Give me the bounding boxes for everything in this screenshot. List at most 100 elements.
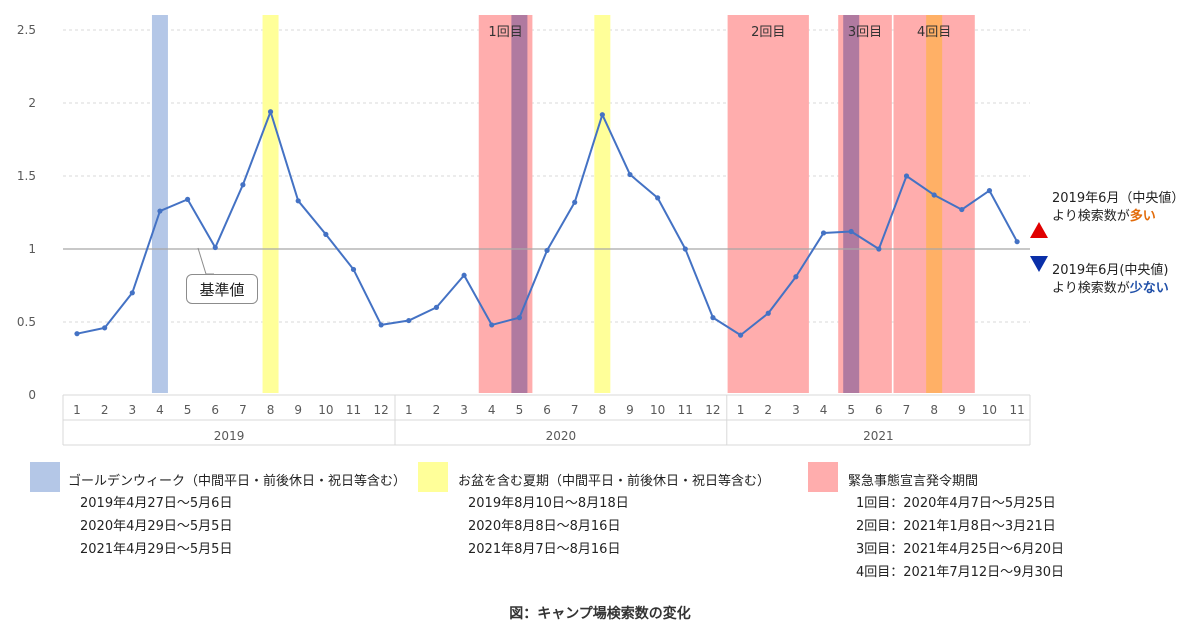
x-tick-label: 10 <box>650 403 665 417</box>
legend-gw-line: 2021年4月29日〜5月5日 <box>80 542 233 557</box>
y-tick-label: 0.5 <box>17 315 36 329</box>
note-less-highlight: 少ない <box>1129 281 1169 296</box>
data-point <box>986 188 993 194</box>
data-point <box>378 322 384 328</box>
x-tick-label: 2 <box>764 403 772 417</box>
x-year-label: 2019 <box>214 429 245 443</box>
data-point <box>157 208 163 214</box>
data-point <box>129 290 135 296</box>
x-tick-label: 9 <box>958 403 966 417</box>
legend-gw-line: 2019年4月27日〜5月6日 <box>80 496 233 511</box>
note-more-highlight: 多い <box>1129 209 1156 224</box>
x-year-label: 2021 <box>863 429 894 443</box>
data-point <box>710 315 716 321</box>
data-point <box>433 304 440 310</box>
legend-obon-line: 2019年8月10日〜8月18日 <box>468 496 629 511</box>
note-more-line1: 2019年6月（中央値） <box>1052 191 1185 206</box>
x-tick-label: 4 <box>156 403 164 417</box>
x-tick-label: 3 <box>128 403 136 417</box>
y-tick-label: 0 <box>28 388 36 402</box>
note-less-line2: より検索数が少ない <box>1052 280 1169 298</box>
triangle-down-icon <box>1030 256 1048 272</box>
data-point <box>544 247 550 254</box>
x-tick-label: 1 <box>73 403 81 417</box>
band-obon <box>926 15 943 393</box>
baseline-label: 基準値 <box>199 281 245 299</box>
data-point <box>655 195 661 201</box>
x-tick-label: 7 <box>903 403 911 417</box>
x-tick-label: 7 <box>571 403 579 417</box>
x-tick-label: 8 <box>930 403 938 417</box>
data-point <box>74 331 80 337</box>
x-tick-label: 12 <box>705 403 720 417</box>
x-tick-label: 10 <box>982 403 997 417</box>
data-point <box>599 112 605 118</box>
legend-emergency-line: 1回目：2020年4月7日〜5月25日 <box>856 496 1056 511</box>
data-point <box>516 315 523 321</box>
y-tick-label: 1.5 <box>17 169 36 183</box>
data-point <box>461 272 467 278</box>
callout-pointer <box>197 247 214 275</box>
legend-gw-title: ゴールデンウィーク（中間平日・前後休日・祝日等含む） <box>68 474 407 489</box>
legend-obon-swatch <box>418 462 448 492</box>
x-tick-label: 2 <box>101 403 109 417</box>
note-more: 2019年6月（中央値） より検索数が多い <box>1052 190 1184 226</box>
data-point <box>876 246 882 252</box>
data-point <box>765 310 771 316</box>
y-tick-label: 1 <box>28 242 36 256</box>
data-point <box>738 332 744 338</box>
data-point <box>240 182 246 188</box>
data-point <box>323 231 329 237</box>
band-gw <box>151 15 168 393</box>
x-tick-label: 8 <box>599 403 607 417</box>
data-point <box>489 322 495 328</box>
data-point <box>931 192 937 198</box>
figure-caption: 図：キャンプ場検索数の変化 <box>509 606 691 622</box>
x-tick-label: 11 <box>678 403 693 417</box>
band-label: 3回目 <box>848 25 882 40</box>
note-less: 2019年6月(中央値) より検索数が少ない <box>1052 262 1169 298</box>
data-point <box>295 198 301 204</box>
x-tick-label: 2 <box>433 403 441 417</box>
x-tick-label: 6 <box>543 403 551 417</box>
x-tick-label: 4 <box>820 403 828 417</box>
triangle-up-icon <box>1030 222 1048 238</box>
data-point <box>267 109 274 115</box>
x-tick-label: 10 <box>318 403 333 417</box>
x-tick-label: 5 <box>516 403 524 417</box>
legend-emergency-line: 2回目：2021年1月8日〜3月21日 <box>856 519 1056 534</box>
note-more-prefix: より検索数が <box>1052 209 1130 224</box>
x-tick-label: 11 <box>1009 403 1024 417</box>
x-tick-label: 5 <box>184 403 192 417</box>
band-gw <box>843 15 860 393</box>
legend-emergency-title: 緊急事態宣言発令期間 <box>848 474 979 489</box>
series-layer <box>74 109 1020 338</box>
x-tick-label: 6 <box>875 403 883 417</box>
y-tick-label: 2 <box>28 96 36 110</box>
band-label: 1回目 <box>488 25 522 40</box>
band-obon <box>262 15 279 393</box>
x-tick-label: 8 <box>267 403 275 417</box>
legend-obon-line: 2021年8月7日〜8月16日 <box>468 542 621 557</box>
data-point <box>820 230 827 236</box>
x-tick-label: 5 <box>847 403 855 417</box>
band-emergency <box>727 15 809 393</box>
legend-gw-swatch <box>30 462 60 492</box>
data-point <box>793 274 799 280</box>
x-tick-label: 6 <box>211 403 219 417</box>
note-less-line1: 2019年6月(中央値) <box>1052 263 1169 278</box>
x-tick-label: 9 <box>626 403 634 417</box>
x-tick-label: 7 <box>239 403 247 417</box>
x-tick-label: 9 <box>294 403 302 417</box>
data-point <box>102 325 108 331</box>
band-label: 2回目 <box>751 25 785 40</box>
data-point <box>1014 239 1020 245</box>
data-point <box>903 173 910 179</box>
data-point <box>572 199 578 205</box>
legend-obon-title: お盆を含む夏期（中間平日・前後休日・祝日等含む） <box>458 474 771 489</box>
band-label: 4回目 <box>917 25 951 40</box>
data-point <box>627 171 633 178</box>
x-tick-label: 4 <box>488 403 496 417</box>
